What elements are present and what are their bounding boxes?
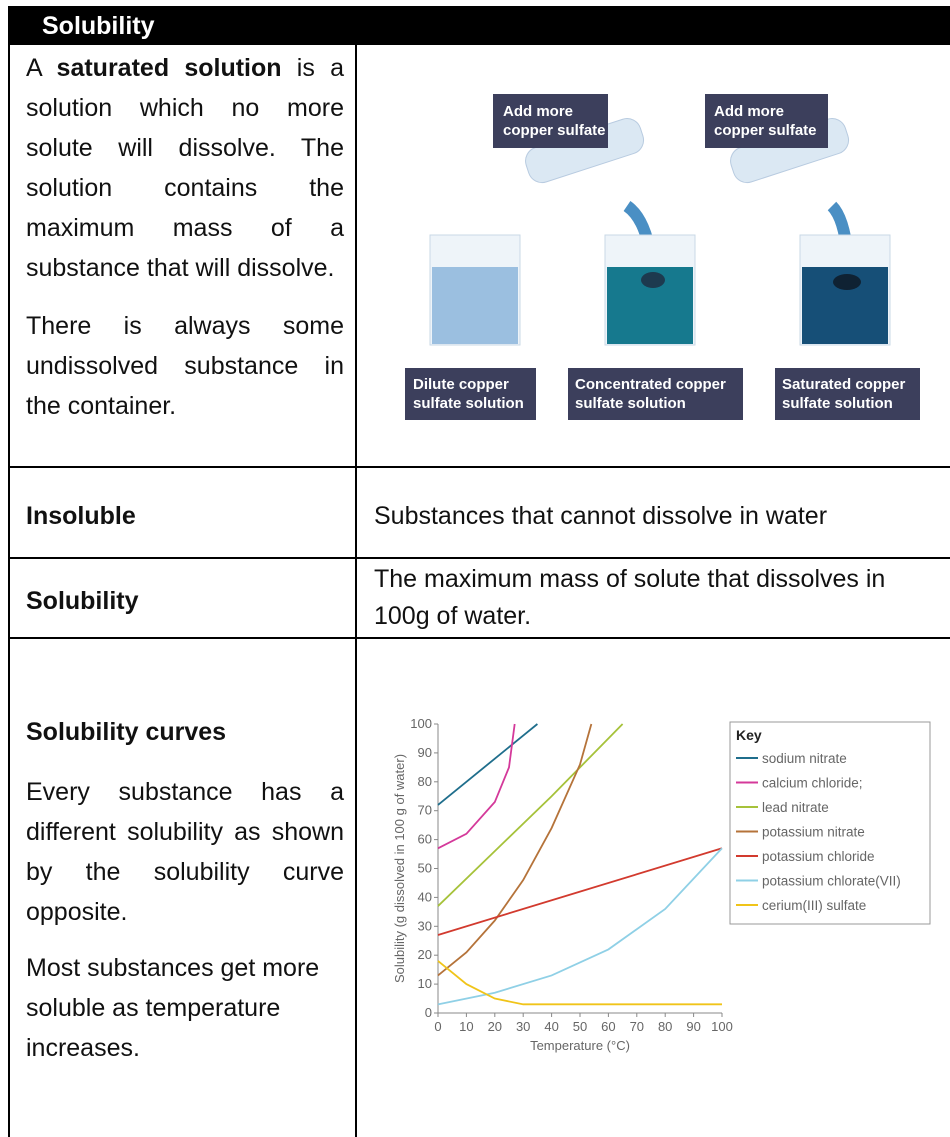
x-tick-label: 70: [630, 1019, 644, 1034]
label: Add more: [503, 103, 573, 120]
legend-label: cerium(III) sulfate: [762, 898, 866, 913]
curve: [437, 723, 538, 806]
curve: [437, 847, 723, 1006]
curve: [437, 960, 722, 1006]
y-tick-label: 0: [425, 1005, 432, 1020]
legend-title: Key: [736, 727, 762, 743]
border: [355, 45, 357, 1137]
x-tick-label: 40: [544, 1019, 558, 1034]
border: [10, 637, 950, 639]
border: [8, 6, 10, 1137]
label-box: [705, 94, 828, 148]
bold-text: saturated solution: [56, 54, 282, 82]
border: [10, 557, 950, 559]
x-tick-label: 0: [434, 1019, 441, 1034]
chart: 0 10 20 30 40 50 60 70 80 90 100 0 10 20 30 40 50 60 70 80 9…: [392, 716, 931, 1053]
y-tick-label: 100: [410, 716, 432, 731]
heading: Solubility curves: [26, 718, 227, 746]
solid: [641, 272, 665, 288]
text-block: A saturated solution is a solution which…: [26, 48, 344, 426]
y-tick-label: 80: [418, 774, 432, 789]
legend-label: potassium nitrate: [762, 825, 865, 840]
label: sulfate solution: [782, 395, 893, 412]
label: Saturated copper: [782, 376, 906, 393]
solid: [833, 274, 861, 290]
label: Concentrated copper: [575, 376, 726, 393]
border: [10, 466, 950, 468]
paragraph: Most substances get more soluble as temp…: [26, 954, 320, 1062]
y-tick-label: 90: [418, 745, 432, 760]
paragraph: Every substance has a different solubili…: [26, 778, 344, 926]
header-title: Solubility: [42, 12, 155, 40]
definition: Substances that cannot dissolve in water: [374, 502, 828, 530]
diagram: Add more copper sulfate Add more copper …: [405, 94, 920, 420]
legend-label: potassium chlorate(VII): [762, 874, 901, 889]
label: copper sulfate: [503, 122, 606, 139]
y-axis-label: Solubility (g dissolved in 100 g of wate…: [392, 754, 407, 983]
liquid: [432, 267, 518, 344]
label-box: [405, 368, 536, 420]
term: Insoluble: [26, 502, 136, 530]
curve: [437, 847, 723, 936]
x-axis-label: Temperature (°C): [530, 1038, 630, 1053]
x-tick-label: 80: [658, 1019, 672, 1034]
label-box: [775, 368, 920, 420]
text: A: [26, 54, 57, 82]
y-tick-label: 30: [418, 918, 432, 933]
text: is a solution which no more solute will …: [26, 54, 344, 282]
legend-box: [729, 721, 931, 925]
x-tick-label: 60: [601, 1019, 615, 1034]
y-tick-label: 40: [418, 889, 432, 904]
x-tick-label: 100: [711, 1019, 733, 1034]
x-tick-label: 30: [516, 1019, 530, 1034]
label: sulfate solution: [413, 395, 524, 412]
legend-label: lead nitrate: [762, 800, 829, 815]
curve: [437, 723, 593, 977]
x-tick-label: 50: [573, 1019, 587, 1034]
header-bar: Solubility: [10, 6, 950, 45]
label: Add more: [714, 103, 784, 120]
legend-label: potassium chloride: [762, 849, 875, 864]
y-tick-label: 60: [418, 832, 432, 847]
label-box: [568, 368, 743, 420]
paragraph: A saturated solution is a solution which…: [26, 48, 344, 288]
y-tick-label: 50: [418, 861, 432, 876]
x-tick-label: 20: [488, 1019, 502, 1034]
label: copper sulfate: [714, 122, 817, 139]
curve: [437, 723, 516, 850]
y-tick-label: 10: [418, 976, 432, 991]
text-block: Solubility curves Every substance has a …: [26, 712, 344, 1068]
term: Solubility: [26, 587, 139, 615]
x-tick-label: 10: [459, 1019, 473, 1034]
label: Dilute copper: [413, 376, 509, 393]
y-tick-label: 70: [418, 803, 432, 818]
legend-label: calcium chloride;: [762, 776, 863, 791]
curve: [437, 723, 624, 907]
label: sulfate solution: [575, 395, 686, 412]
y-tick-label: 20: [418, 947, 432, 962]
label-box: [493, 94, 608, 148]
definition: The maximum mass of solute that dissolve…: [374, 565, 886, 630]
legend-label: sodium nitrate: [762, 751, 847, 766]
x-tick-label: 90: [686, 1019, 700, 1034]
paragraph: There is always some undissolved substan…: [26, 312, 344, 420]
